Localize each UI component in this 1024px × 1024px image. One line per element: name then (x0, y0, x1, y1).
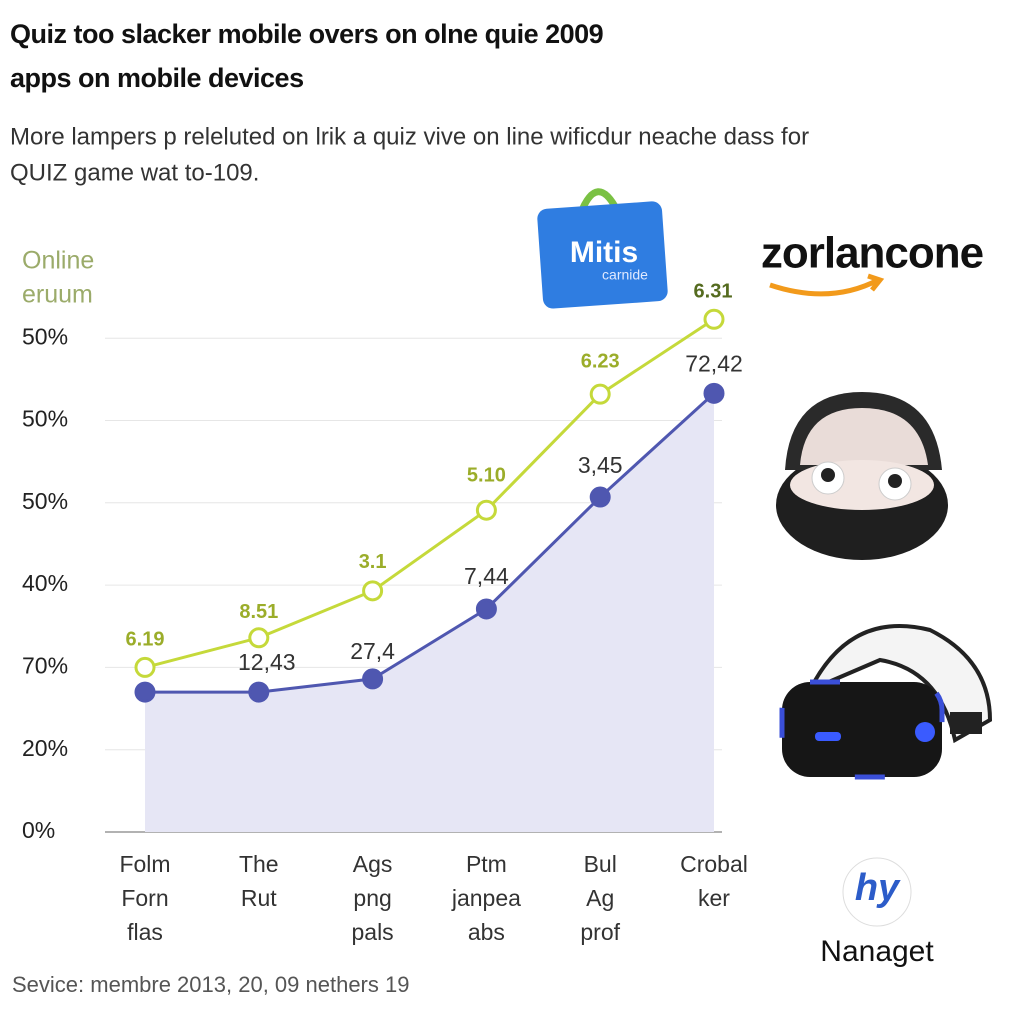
data-point (589, 383, 611, 405)
chart-subtitle: QUIZ game wat to-109. (10, 159, 259, 186)
y-axis-title: eruum (22, 281, 93, 309)
point-annotation: 6.31 (694, 281, 733, 303)
x-tick-label: ker (698, 885, 730, 911)
chart-title: apps on mobile devices (10, 63, 304, 93)
data-point (362, 580, 384, 602)
circle-logo: hy (855, 867, 901, 909)
y-tick-label: 40% (22, 570, 68, 596)
x-tick-label: prof (580, 919, 620, 945)
y-tick-label: 50% (22, 406, 68, 432)
data-point (362, 668, 384, 690)
y-tick-label: 0% (22, 817, 55, 843)
brand-arrow (769, 273, 885, 297)
x-tick-label: Bul (584, 851, 617, 877)
data-point (248, 681, 270, 703)
y-tick-label: 70% (22, 652, 68, 678)
data-point (134, 656, 156, 678)
x-tick-label: flas (127, 919, 163, 945)
brand-logo: zorlancone (761, 229, 983, 278)
point-annotation: 3.1 (359, 551, 387, 573)
point-annotation: 72,42 (685, 350, 743, 376)
data-point (703, 308, 725, 330)
point-annotation: 12,43 (238, 649, 296, 675)
point-annotation: 5.10 (467, 464, 506, 486)
point-annotation: 6.23 (581, 350, 620, 372)
x-tick-label: Ags (353, 851, 393, 877)
data-line (145, 392, 716, 694)
data-point (475, 598, 497, 620)
point-annotation: 3,45 (578, 452, 623, 478)
chart-subtitle: More lampers p releluted on lrik a quiz … (10, 123, 809, 150)
point-annotation: 27,4 (350, 638, 395, 664)
y-tick-label: 50% (22, 488, 68, 514)
source-note: Sevice: membre 2013, 20, 09 nethers 19 (12, 972, 409, 997)
x-tick-label: Ag (586, 885, 614, 911)
data-point (248, 627, 270, 649)
earbuds-image (776, 392, 948, 560)
data-line (144, 318, 715, 669)
data-point (475, 499, 497, 521)
x-tick-label: pals (351, 919, 393, 945)
y-tick-label: 20% (22, 735, 68, 761)
data-point (703, 382, 725, 404)
x-tick-label: png (353, 885, 391, 911)
x-tick-label: abs (468, 919, 505, 945)
point-annotation: 8.51 (239, 601, 278, 623)
y-axis-title: Online (22, 247, 94, 275)
point-annotation: 7,44 (464, 563, 509, 589)
bag-logo-title: Mitis (570, 236, 638, 269)
x-tick-label: janpea (451, 885, 521, 911)
data-point (134, 681, 156, 703)
x-tick-label: Forn (121, 885, 168, 911)
x-tick-label: Folm (119, 851, 170, 877)
chart-title: Quiz too slacker mobile overs on olne qu… (10, 19, 604, 49)
data-point (589, 486, 611, 508)
vr-image (779, 624, 993, 780)
bag-logo-sub: carnide (602, 267, 648, 283)
x-tick-label: The (239, 851, 279, 877)
x-tick-label: Rut (241, 885, 277, 911)
x-tick-label: Crobal (680, 851, 748, 877)
point-annotation: 6.19 (126, 629, 165, 651)
circle-logo-bg (842, 857, 912, 927)
bag-logo: Mitis carnide (537, 188, 668, 309)
y-tick-label: 50% (22, 323, 68, 349)
area-fill (145, 393, 714, 832)
circle-caption: Nanaget (820, 935, 934, 968)
x-tick-label: Ptm (466, 851, 507, 877)
